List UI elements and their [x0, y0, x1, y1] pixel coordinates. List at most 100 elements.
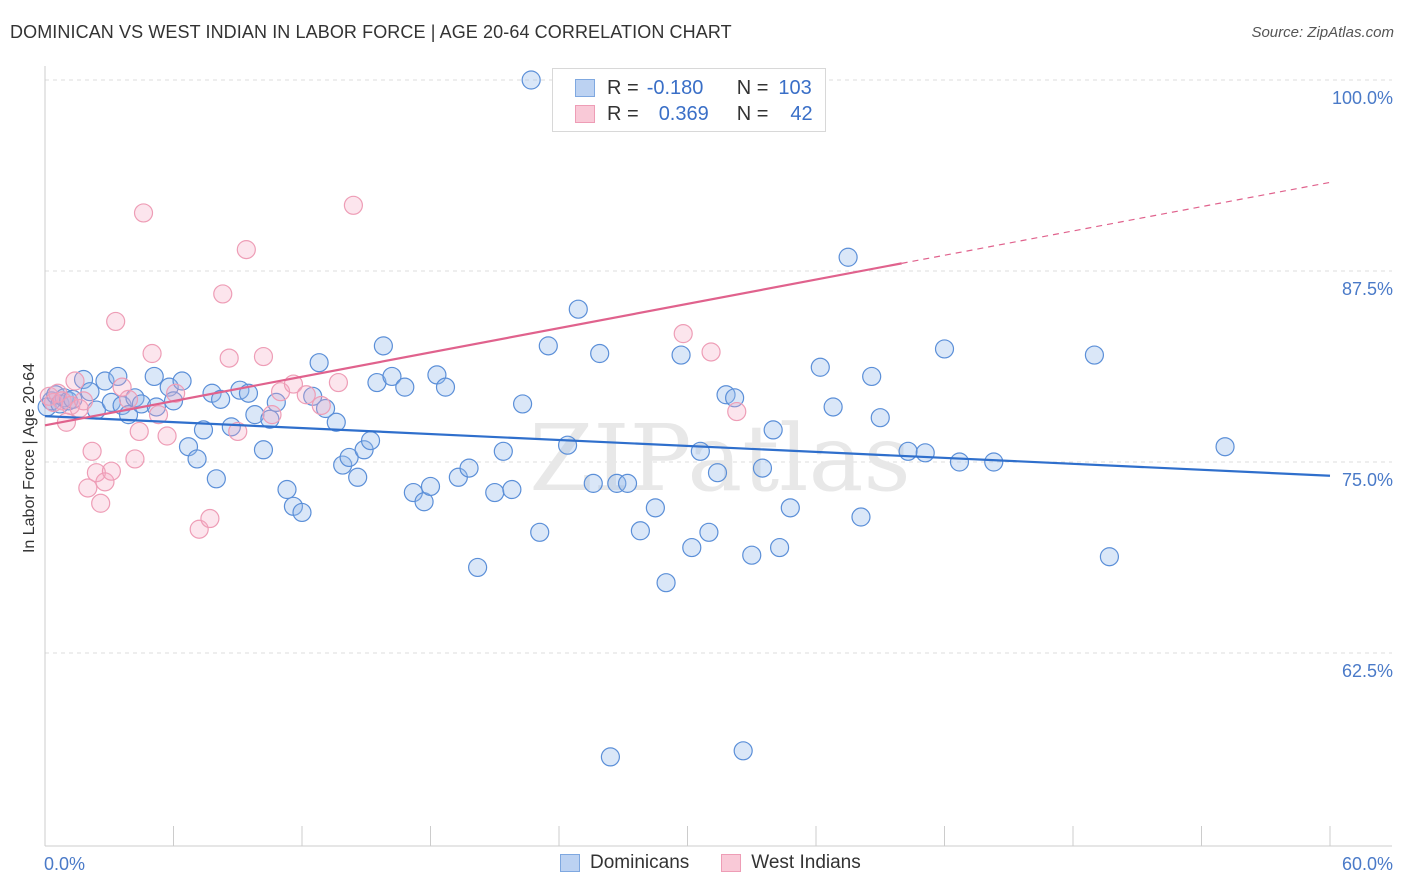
data-point [512, 394, 533, 414]
data-point [172, 371, 192, 391]
axes [44, 66, 1392, 847]
data-point [682, 537, 702, 558]
data-point [435, 377, 456, 397]
data-point [108, 366, 128, 387]
data-point [311, 395, 331, 416]
data-point [590, 343, 610, 364]
bottom-legend-swatch-west-indians [721, 854, 742, 872]
data-point [129, 421, 149, 442]
data-point [656, 573, 676, 593]
data-point [142, 343, 162, 364]
data-point [485, 482, 505, 503]
data-point [118, 389, 139, 409]
data-point [851, 507, 871, 527]
data-point [144, 366, 164, 387]
data-point [245, 405, 265, 425]
tick-labels: 62.5% 75.0% 87.5% 100.0% 0.0% 60.0% [44, 88, 1393, 874]
data-point [148, 405, 169, 425]
data-point [420, 476, 441, 497]
data-point [52, 391, 72, 411]
data-point [538, 336, 558, 356]
legend-row-dominicans: R = -0.180 N = 103 [575, 75, 812, 101]
data-point [780, 498, 800, 518]
legend-swatch-dominicans [575, 79, 595, 97]
data-point [101, 461, 121, 481]
data-point [568, 299, 588, 319]
data-point [810, 357, 830, 377]
data-point [78, 478, 98, 498]
data-point [277, 479, 297, 500]
data-point [206, 469, 226, 489]
data-point [106, 311, 126, 332]
grid-lines [45, 79, 1392, 654]
legend-r-value: -0.180 [646, 76, 704, 99]
data-point [645, 498, 665, 518]
trend-line [44, 415, 1331, 477]
data-point [360, 431, 381, 451]
data-point [630, 521, 650, 541]
chart-title: DOMINICAN VS WEST INDIAN IN LABOR FORCE … [10, 22, 732, 42]
data-point [200, 508, 220, 529]
data-point [607, 473, 627, 493]
data-points [37, 70, 1235, 767]
bottom-legend-west-indians: West Indians [721, 852, 861, 874]
data-point [949, 452, 970, 472]
source-label: Source: ZipAtlas.com [1251, 24, 1394, 41]
data-point [1215, 437, 1235, 457]
data-point [82, 441, 102, 461]
data-point [91, 493, 111, 513]
data-point [262, 405, 282, 425]
data-point [671, 345, 691, 365]
bottom-legend-label: West Indians [751, 852, 861, 873]
data-point [701, 342, 721, 362]
legend-swatch-west-indians [575, 105, 595, 123]
watermark: ZIPatlas [529, 405, 910, 512]
data-point [95, 371, 115, 391]
trend-line-extension [901, 181, 1331, 264]
data-point [521, 70, 541, 90]
data-point [166, 383, 186, 403]
data-point [373, 336, 393, 356]
data-point [502, 479, 522, 500]
data-point [187, 449, 207, 469]
data-point [583, 473, 603, 493]
data-point [557, 435, 578, 455]
data-point [898, 441, 918, 461]
legend-r-label: R = [607, 76, 639, 99]
data-point [125, 449, 145, 469]
data-point [328, 372, 349, 393]
y-axis-label: In Labor Force | Age 20-64 [21, 363, 38, 553]
data-point [530, 522, 550, 542]
data-point [742, 545, 762, 565]
data-point [763, 420, 783, 440]
bottom-legend-swatch-dominicans [560, 854, 580, 872]
data-point [493, 441, 513, 461]
bottom-legend-dominicans: Dominicans [560, 852, 689, 874]
data-point [395, 377, 415, 397]
data-point [112, 377, 132, 397]
trend-lines [44, 181, 1331, 477]
bottom-legend-label: Dominicans [590, 852, 690, 873]
data-point [253, 440, 274, 460]
data-point [838, 247, 858, 267]
y-tick-label: 87.5% [1342, 279, 1393, 299]
data-point [193, 420, 214, 440]
y-tick-label: 75.0% [1342, 470, 1393, 490]
data-point [292, 502, 312, 523]
data-point [343, 195, 363, 215]
data-point [1084, 345, 1105, 365]
legend-r-value: 0.369 [658, 102, 709, 125]
x-tick-label: 60.0% [1342, 854, 1393, 874]
data-point [752, 458, 773, 478]
data-point [673, 324, 693, 344]
y-tick-label: 100.0% [1332, 88, 1393, 108]
data-point [133, 203, 154, 223]
legend-n-label: N = [736, 76, 769, 99]
data-point [707, 463, 728, 483]
data-point [219, 348, 239, 368]
legend-row-west-indians: R = 0.369 N = 42 [575, 101, 813, 127]
data-point [459, 458, 479, 478]
data-point [95, 472, 115, 492]
data-point [769, 537, 790, 558]
